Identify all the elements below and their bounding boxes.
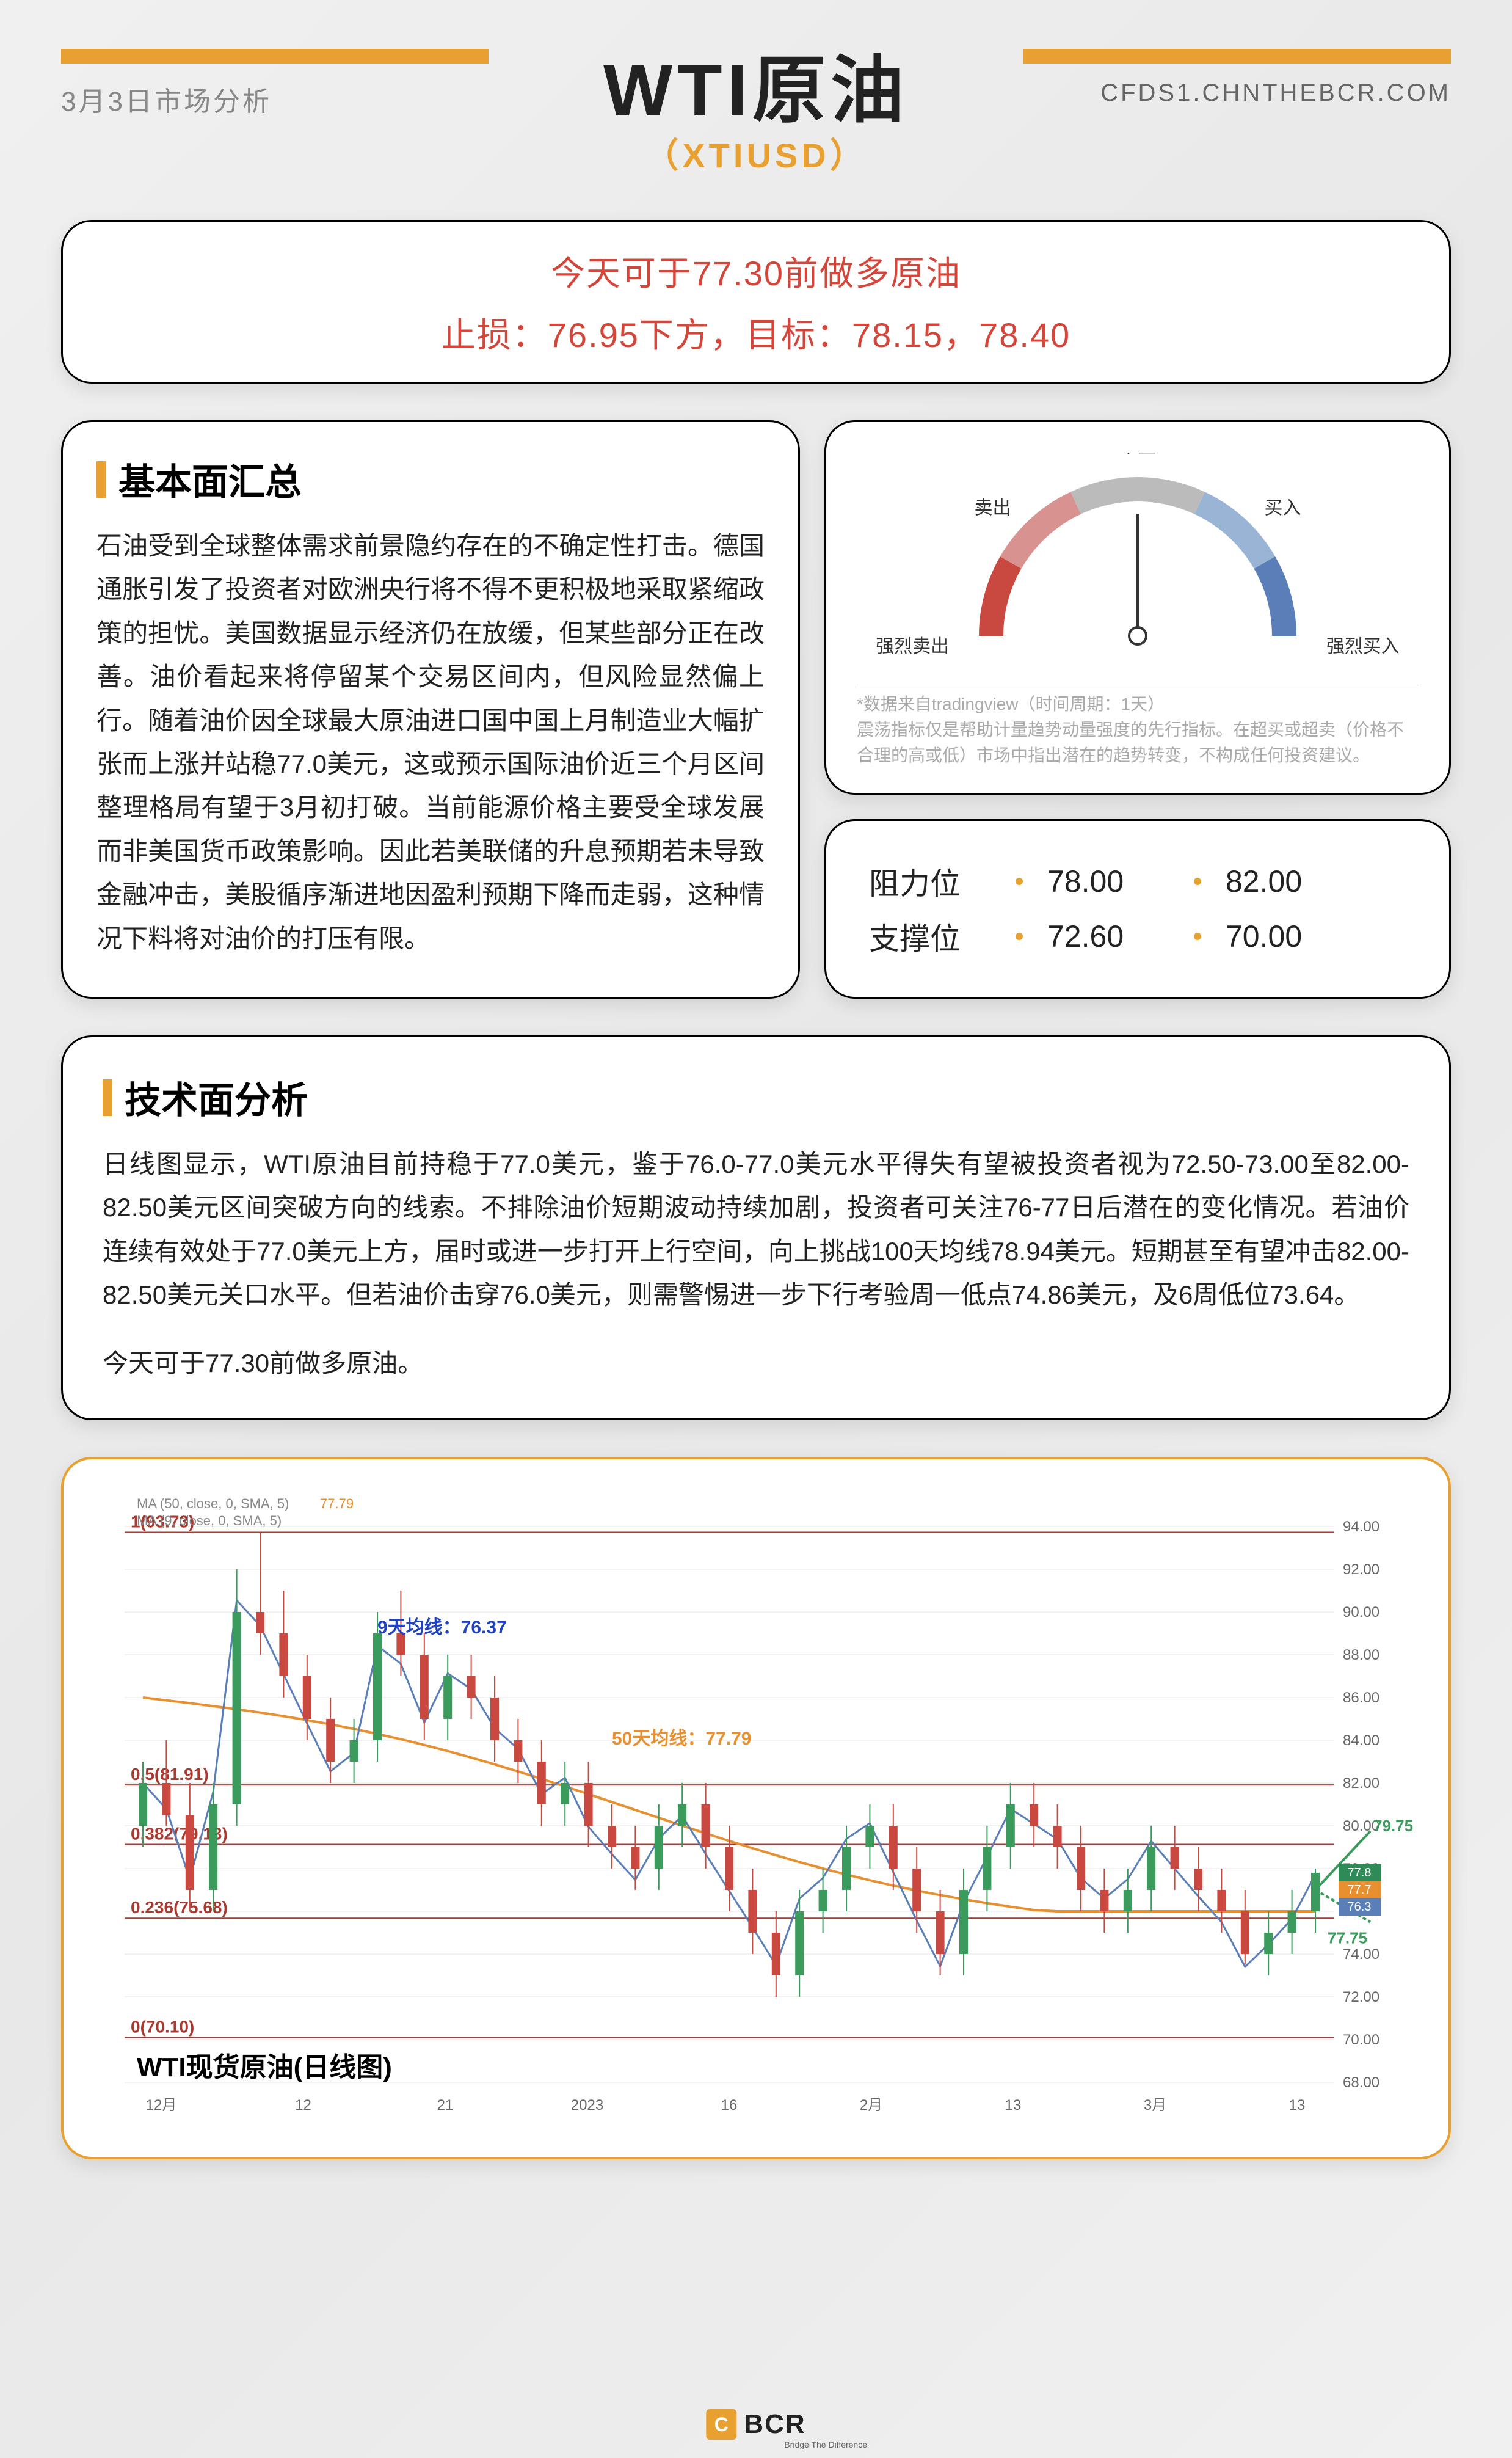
svg-text:13: 13	[1005, 2097, 1022, 2113]
bullet-icon	[1194, 933, 1201, 940]
recommendation-card: 今天可于77.30前做多原油 止损：76.95下方，目标：78.15，78.40	[61, 220, 1451, 384]
svg-text:9天均线：76.37: 9天均线：76.37	[377, 1617, 507, 1638]
technical-body: 日线图显示，WTI原油目前持稳于77.0美元，鉴于76.0-77.0美元水平得失…	[103, 1142, 1409, 1317]
svg-text:50天均线：77.79: 50天均线：77.79	[612, 1729, 751, 1749]
fundamentals-card: 基本面汇总 石油受到全球整体需求前景隐约存在的不确定性打击。德国通胀引发了投资者…	[61, 420, 800, 999]
gauge-chart: 强烈卖出 卖出 中立买入强烈买入	[857, 453, 1419, 673]
svg-text:16: 16	[721, 2097, 738, 2113]
svg-text:13: 13	[1289, 2097, 1306, 2113]
svg-text:WTI现货原油(日线图): WTI现货原油(日线图)	[137, 2052, 392, 2082]
svg-text:2月: 2月	[860, 2097, 882, 2113]
technical-body-2: 今天可于77.30前做多原油。	[103, 1341, 1409, 1385]
recommend-headline: 今天可于77.30前做多原油	[100, 246, 1412, 296]
svg-text:74.00: 74.00	[1343, 1946, 1379, 1963]
svg-text:12: 12	[295, 2097, 311, 2113]
svg-text:68.00: 68.00	[1343, 2074, 1379, 2091]
fundamentals-title: 基本面汇总	[118, 453, 302, 506]
brand-logo-icon: C	[706, 2409, 736, 2440]
chart-card: 68.0070.0072.0074.0076.0078.0080.0082.00…	[61, 1457, 1451, 2159]
page-title: WTI原油	[603, 31, 909, 137]
svg-text:强烈卖出: 强烈卖出	[876, 636, 949, 657]
svg-text:70.00: 70.00	[1343, 2032, 1379, 2048]
gauge-desc-note: 震荡指标仅是帮助计量趋势动量强度的先行指标。在超买或超卖（价格不合理的高或低）市…	[857, 717, 1419, 768]
svg-text:92.00: 92.00	[1343, 1561, 1379, 1578]
levels-card: 阻力位 78.00 82.00 支撑位 72.60 70.00	[824, 819, 1451, 999]
svg-text:3月: 3月	[1144, 2097, 1166, 2113]
fundamentals-body: 石油受到全球整体需求前景隐约存在的不确定性打击。德国通胀引发了投资者对欧洲央行将…	[96, 524, 765, 960]
svg-text:77.75: 77.75	[1328, 1928, 1367, 1947]
header-url: CFDS1.CHNTHEBCR.COM	[1100, 79, 1451, 107]
support-label: 支撑位	[869, 914, 991, 958]
svg-text:MA (9, close, 0, SMA, 5): MA (9, close, 0, SMA, 5)	[137, 1513, 282, 1528]
svg-text:买入: 买入	[1264, 498, 1301, 519]
resistance-value-2: 82.00	[1226, 864, 1348, 899]
brand-tagline: Bridge The Difference	[784, 2440, 867, 2449]
svg-text:77.79: 77.79	[320, 1496, 354, 1511]
support-value-1: 72.60	[1047, 919, 1169, 954]
svg-text:72.00: 72.00	[1343, 1989, 1379, 2005]
svg-text:77.7: 77.7	[1348, 1883, 1372, 1897]
title-accent-bar	[103, 1079, 112, 1116]
svg-text:94.00: 94.00	[1343, 1519, 1379, 1535]
svg-text:12月: 12月	[146, 2097, 177, 2113]
svg-text:中立: 中立	[1119, 453, 1156, 457]
footer: C BCR Bridge The Difference	[706, 2409, 805, 2440]
header-date: 3月3日市场分析	[61, 79, 272, 119]
svg-text:0(70.10): 0(70.10)	[131, 2017, 194, 2036]
header-accent-left	[61, 49, 489, 64]
bullet-icon	[1194, 878, 1201, 885]
technical-title: 技术面分析	[125, 1071, 308, 1124]
header-accent-right	[1023, 49, 1451, 64]
svg-text:84.00: 84.00	[1343, 1732, 1379, 1749]
svg-text:82.00: 82.00	[1343, 1775, 1379, 1792]
resistance-row: 阻力位 78.00 82.00	[869, 859, 1406, 903]
support-row: 支撑位 72.60 70.00	[869, 914, 1406, 958]
resistance-value-1: 78.00	[1047, 864, 1169, 899]
sentiment-gauge-card: 强烈卖出 卖出 中立买入强烈买入 *数据来自tradingview（时间周期：1天）…	[824, 420, 1451, 795]
svg-text:90.00: 90.00	[1343, 1604, 1379, 1621]
svg-text:2023: 2023	[571, 2097, 603, 2113]
price-chart: 68.0070.0072.0074.0076.0078.0080.0082.00…	[88, 1490, 1419, 2125]
gauge-source-note: *数据来自tradingview（时间周期：1天）	[857, 691, 1419, 717]
svg-text:88.00: 88.00	[1343, 1647, 1379, 1663]
svg-text:79.75: 79.75	[1373, 1817, 1413, 1835]
svg-text:21: 21	[437, 2097, 454, 2113]
bullet-icon	[1016, 878, 1023, 885]
page-subtitle: （XTIUSD）	[644, 128, 867, 178]
bullet-icon	[1016, 933, 1023, 940]
support-value-2: 70.00	[1226, 919, 1348, 954]
recommend-detail: 止损：76.95下方，目标：78.15，78.40	[100, 308, 1412, 357]
svg-text:77.8: 77.8	[1348, 1866, 1372, 1880]
title-accent-bar	[96, 461, 106, 498]
resistance-label: 阻力位	[869, 859, 991, 903]
header: 3月3日市场分析 CFDS1.CHNTHEBCR.COM WTI原油 （XTIU…	[61, 37, 1451, 183]
svg-text:76.3: 76.3	[1348, 1900, 1372, 1914]
svg-text:86.00: 86.00	[1343, 1690, 1379, 1706]
svg-text:MA (50, close, 0, SMA, 5): MA (50, close, 0, SMA, 5)	[137, 1496, 289, 1511]
svg-text:强烈买入: 强烈买入	[1326, 636, 1400, 657]
brand-name: BCR	[744, 2409, 805, 2440]
svg-text:卖出: 卖出	[975, 498, 1011, 519]
technical-analysis-card: 技术面分析 日线图显示，WTI原油目前持稳于77.0美元，鉴于76.0-77.0…	[61, 1035, 1451, 1420]
